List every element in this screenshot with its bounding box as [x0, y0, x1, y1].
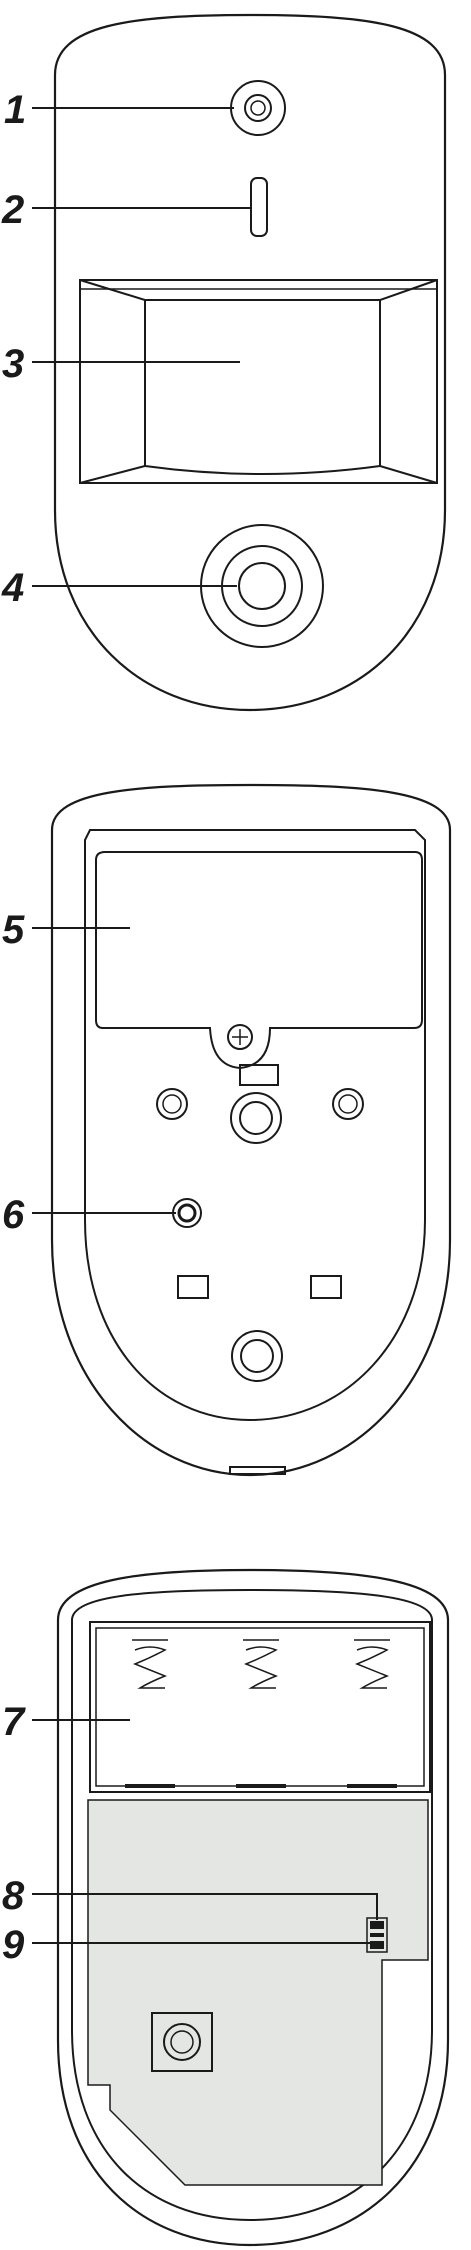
screw: [227, 1024, 253, 1050]
jumper-block: [366, 1917, 388, 1953]
clip-left: [177, 1275, 209, 1299]
callout-6: 6: [2, 1193, 25, 1237]
back-inner-panel: [84, 829, 426, 1422]
mount-hole-right-outer: [332, 1088, 364, 1120]
internal-view: [56, 1568, 450, 2247]
camera-module-inner: [170, 2030, 194, 2054]
battery-compartment: [89, 1621, 431, 1793]
callout-1: 1: [4, 88, 26, 132]
callout-labels: 1 2 3 4 5 6 7 8 9: [1, 88, 26, 1967]
mount-hole-left-inner: [162, 1094, 182, 1114]
mount-hole-center-inner: [239, 1101, 273, 1135]
tamper-slot: [239, 1064, 279, 1086]
mount-hole-right-inner: [338, 1094, 358, 1114]
back-housing: [50, 783, 452, 1477]
callout-5: 5: [2, 908, 25, 952]
callout-3: 3: [2, 342, 24, 386]
mount-hole-bottom-outer: [231, 1330, 283, 1382]
camera-module-outer: [163, 2023, 201, 2061]
leader-lines: [32, 107, 378, 1944]
clip-right: [310, 1275, 342, 1299]
callout-7: 7: [2, 1700, 26, 1744]
callout-9: 9: [2, 1923, 25, 1967]
mount-hole-left-outer: [156, 1088, 188, 1120]
lens-ring-inner: [238, 562, 286, 610]
callout-4: 4: [1, 566, 24, 610]
camera-module: [151, 2012, 213, 2072]
front-housing: [53, 13, 447, 712]
callout-2: 2: [1, 188, 24, 232]
led-ring-mid: [244, 94, 272, 122]
battery-springs: [132, 1639, 390, 1689]
bottom-notch: [229, 1466, 286, 1475]
pir-window: [79, 279, 438, 484]
mount-hole-center-outer: [230, 1092, 282, 1144]
callout-8: 8: [2, 1874, 25, 1918]
front-view: [53, 13, 447, 712]
back-view: [50, 783, 452, 1477]
leader-8: [32, 1893, 378, 1920]
knockout-inner: [177, 1203, 197, 1223]
led-ring-inner: [250, 100, 266, 116]
circuit-board: [87, 1799, 429, 2186]
mount-hole-bottom-inner: [240, 1339, 274, 1373]
